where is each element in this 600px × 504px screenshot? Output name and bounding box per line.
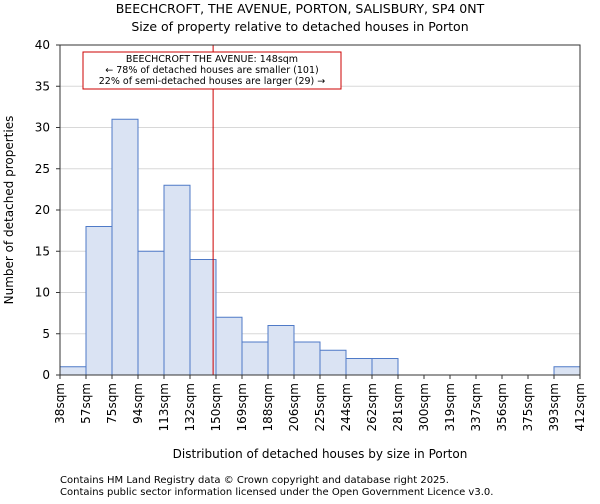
y-tick-label: 30 [35, 121, 50, 135]
x-tick-label: 244sqm [339, 383, 353, 431]
x-tick-label: 375sqm [521, 383, 535, 431]
x-tick-label: 38sqm [53, 383, 67, 424]
x-tick-label: 206sqm [287, 383, 301, 431]
x-tick-label: 150sqm [209, 383, 223, 431]
annotation-line-2: ← 78% of detached houses are smaller (10… [105, 65, 318, 76]
histogram-bar [267, 325, 295, 376]
y-tick-label: 5 [42, 327, 50, 341]
histogram-bar [111, 118, 139, 376]
chart-subtitle: Size of property relative to detached ho… [131, 19, 468, 34]
x-tick-label: 94sqm [131, 383, 145, 424]
x-tick-label: 113sqm [157, 383, 171, 431]
histogram-bar [59, 366, 87, 376]
histogram-bar [319, 349, 347, 376]
x-ticks: 38sqm 57sqm 75sqm 94sqm 113sqm 132sqm 150sqm 16… [53, 375, 587, 431]
histogram-bar [293, 341, 321, 376]
x-tick-label: 225sqm [313, 383, 327, 431]
bars-layer [59, 118, 581, 376]
x-tick-label: 337sqm [469, 383, 483, 431]
x-axis-label: Distribution of detached houses by size … [173, 447, 468, 461]
annotation-box: BEECHCROFT THE AVENUE: 148sqm ← 78% of d… [82, 51, 342, 90]
histogram-bar [345, 358, 373, 376]
annotation-line-1: BEECHCROFT THE AVENUE: 148sqm [126, 54, 298, 65]
x-tick-label: 262sqm [365, 383, 379, 431]
x-tick-label: 281sqm [391, 383, 405, 431]
histogram-bar [215, 316, 243, 376]
x-tick-label: 57sqm [79, 383, 93, 424]
y-tick-label: 20 [35, 203, 50, 217]
histogram-bar [85, 226, 113, 376]
annotation-line-3: 22% of semi-detached houses are larger (… [99, 76, 326, 87]
histogram-bar [189, 259, 217, 376]
y-tick-label: 40 [35, 38, 50, 52]
y-axis-label: Number of detached properties [2, 116, 16, 305]
x-tick-label: 393sqm [547, 383, 561, 431]
histogram-bar [371, 358, 399, 376]
y-tick-label: 15 [35, 244, 50, 258]
x-tick-label: 75sqm [105, 383, 119, 424]
y-tick-label: 0 [42, 368, 50, 382]
histogram-bar [137, 250, 165, 376]
y-ticks: 0 5 10 15 20 25 30 35 40 [35, 38, 60, 382]
x-tick-label: 356sqm [495, 383, 509, 431]
annotation-frame [82, 51, 342, 90]
x-tick-label: 300sqm [417, 383, 431, 431]
x-tick-label: 132sqm [183, 383, 197, 431]
histogram-bar [241, 341, 269, 376]
footer-line-1: Contains HM Land Registry data © Crown c… [60, 475, 449, 486]
histogram-bar [553, 366, 581, 376]
y-tick-label: 35 [35, 79, 50, 93]
y-tick-label: 10 [35, 286, 50, 300]
x-tick-label: 169sqm [235, 383, 249, 431]
x-tick-label: 319sqm [443, 383, 457, 431]
chart-title: BEECHCROFT, THE AVENUE, PORTON, SALISBUR… [116, 1, 485, 16]
footer-line-2: Contains public sector information licen… [60, 487, 493, 498]
x-tick-label: 412sqm [573, 383, 587, 431]
histogram-bar [163, 184, 191, 376]
x-tick-label: 188sqm [261, 383, 275, 431]
y-tick-label: 25 [35, 162, 50, 176]
